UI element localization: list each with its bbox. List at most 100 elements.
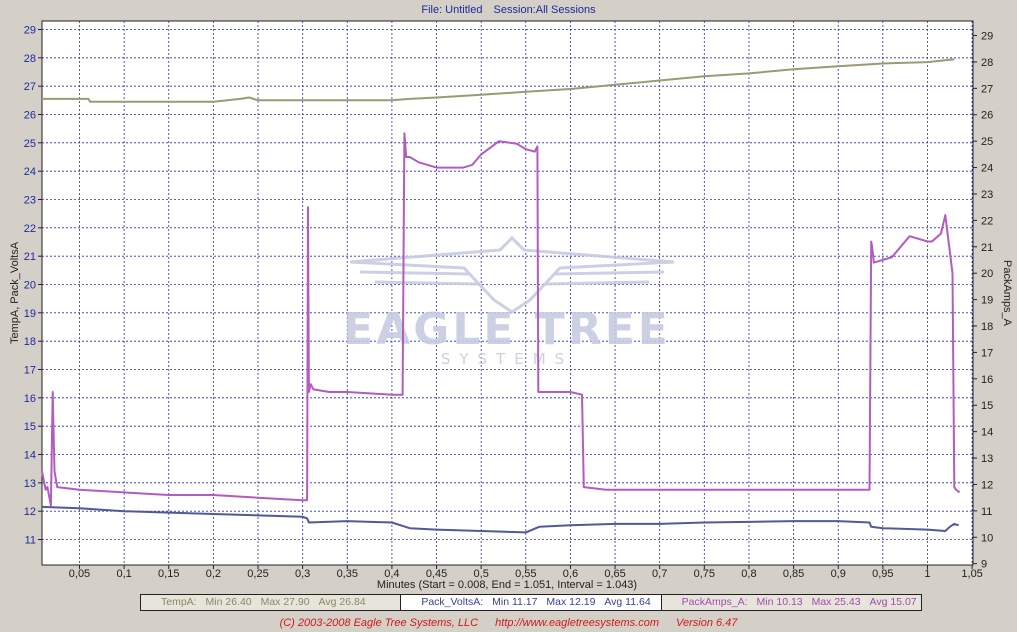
left-tick-label: 15	[24, 421, 36, 433]
series-line-pack-voltsa[interactable]	[41, 505, 960, 534]
left-tick-label: 29	[24, 25, 36, 37]
right-tick-label: 20	[981, 268, 993, 280]
eagle-logo-icon	[349, 235, 675, 314]
right-tick-label: 10	[981, 532, 993, 544]
left-tick-label: 21	[24, 251, 36, 263]
right-tick-label: 12	[981, 479, 993, 491]
x-tick-label: 0,85	[783, 568, 804, 580]
x-tick-label: 1,05	[961, 568, 982, 580]
x-tick-label: 0,2	[206, 568, 221, 580]
file-label: File: Untitled	[421, 4, 483, 16]
legend: TempA: Min 26.40 Max 27.90 Avg 26.84 Pac…	[140, 594, 922, 611]
legend-amps[interactable]: PackAmps_A: Min 10.13 Max 25.43 Avg 15.0…	[662, 595, 921, 610]
right-tick-label: 16	[981, 374, 993, 386]
right-tick-label: 23	[981, 189, 993, 201]
x-tick-label: 0,95	[872, 568, 893, 580]
legend-volts[interactable]: Pack_VoltsA: Min 11.17 Max 12.19 Avg 11.…	[401, 595, 662, 610]
legend-temp-name: TempA:	[161, 596, 197, 608]
copyright-text: (C) 2003-2008 Eagle Tree Systems, LLC	[279, 617, 479, 629]
legend-amps-avg: Avg 15.07	[869, 596, 917, 608]
left-tick-label: 20	[24, 280, 36, 292]
x-tick-label: 0,45	[426, 568, 447, 580]
x-tick-label: 0,15	[158, 568, 179, 580]
left-tick-label: 12	[24, 506, 36, 518]
right-tick-label: 17	[981, 347, 993, 359]
session-label: Session:All Sessions	[493, 4, 596, 16]
left-axis-ticks: 11 12 13 14 15 16 17 18 19 20 21 22 23 24 25 26 27 28 29	[24, 25, 42, 547]
grid-lines	[42, 21, 973, 565]
left-tick-label: 19	[24, 308, 36, 320]
left-tick-label: 17	[24, 365, 36, 377]
right-tick-label: 24	[981, 163, 993, 175]
left-tick-label: 18	[24, 336, 36, 348]
left-tick-label: 26	[24, 110, 36, 122]
x-tick-label: 0,7	[652, 568, 667, 580]
series-layer	[41, 58, 961, 534]
legend-temp-avg: Avg 26.84	[318, 596, 366, 608]
legend-amps-min: Min 10.13	[756, 596, 803, 608]
right-tick-label: 13	[981, 453, 993, 465]
right-tick-label: 26	[981, 110, 993, 122]
left-tick-label: 23	[24, 195, 36, 207]
legend-temp[interactable]: TempA: Min 26.40 Max 27.90 Avg 26.84	[141, 595, 402, 610]
x-tick-label: 0,55	[515, 568, 536, 580]
x-tick-label: 1	[924, 568, 930, 580]
right-tick-label: 29	[981, 31, 993, 43]
eagle-wing-lines-icon	[359, 270, 665, 286]
right-tick-label: 27	[981, 83, 993, 95]
left-tick-label: 27	[24, 81, 36, 93]
plot-area[interactable]	[41, 20, 974, 566]
x-tick-label: 0,05	[69, 568, 90, 580]
left-tick-label: 24	[24, 166, 36, 178]
watermark-brand: EAGLE TREE	[343, 304, 671, 355]
right-tick-label: 21	[981, 242, 993, 254]
legend-amps-max: Max 25.43	[811, 596, 861, 608]
right-tick-label: 22	[981, 215, 993, 227]
right-tick-label: 11	[981, 506, 992, 518]
x-axis-title: Minutes (Start = 0.008, End = 1.051, Int…	[377, 579, 637, 591]
series-line-packamps-a[interactable]	[41, 132, 961, 507]
x-tick-label: 0,75	[694, 568, 715, 580]
legend-volts-avg: Avg 11.64	[604, 596, 651, 608]
legend-volts-name: Pack_VoltsA:	[421, 596, 484, 608]
right-tick-label: 9	[981, 559, 987, 571]
x-tick-label: 0,6	[563, 568, 578, 580]
right-tick-label: 14	[981, 427, 993, 439]
left-axis-title: TempA, Pack_VoltsA	[9, 241, 21, 344]
legend-volts-min: Min 11.17	[492, 596, 538, 608]
legend-amps-name: PackAmps_A:	[681, 596, 748, 608]
watermark-sub: SYSTEMS	[441, 350, 573, 368]
left-tick-label: 16	[24, 393, 36, 405]
x-tick-label: 0,8	[741, 568, 756, 580]
x-tick-label: 0,3	[295, 568, 310, 580]
legend-temp-max: Max 27.90	[260, 596, 310, 608]
right-tick-label: 18	[981, 321, 993, 333]
legend-temp-min: Min 26.40	[205, 596, 252, 608]
series-line-tempa[interactable]	[42, 58, 955, 103]
x-tick-label: 0,25	[247, 568, 268, 580]
x-tick-label: 0,65	[604, 568, 625, 580]
x-tick-label: 0,35	[337, 568, 358, 580]
version-text: Version 6.47	[676, 617, 738, 629]
window-header: File: Untitled Session:All Sessions	[0, 2, 1017, 18]
left-tick-label: 25	[24, 138, 36, 150]
website-link[interactable]: http://www.eagletreesystems.com	[495, 617, 659, 629]
right-axis-title: PackAmps_A	[1001, 260, 1013, 327]
right-tick-label: 28	[981, 57, 993, 69]
watermark: EAGLE TREE SYSTEMS	[343, 235, 675, 368]
left-tick-label: 14	[24, 450, 36, 462]
left-tick-label: 22	[24, 223, 36, 235]
right-tick-label: 19	[981, 295, 993, 307]
legend-volts-max: Max 12.19	[546, 596, 596, 608]
left-tick-label: 28	[24, 53, 36, 65]
left-tick-label: 11	[25, 535, 36, 547]
right-axis-ticks: 9 10 11 12 13 14 15 16 17 18 19 20 21 22 23 24 25 26 27 28 2…	[973, 31, 993, 571]
x-tick-label: 0,9	[831, 568, 846, 580]
x-tick-label: 0,5	[474, 568, 489, 580]
right-tick-label: 25	[981, 136, 993, 148]
right-tick-label: 15	[981, 400, 993, 412]
x-tick-label: 0,4	[384, 568, 399, 580]
left-tick-label: 13	[24, 478, 36, 490]
x-axis-ticks: 0,05 0,1 0,15 0,2 0,25 0,3 0,35 0,4 0,45 0,5 0,55 0…	[69, 565, 983, 580]
